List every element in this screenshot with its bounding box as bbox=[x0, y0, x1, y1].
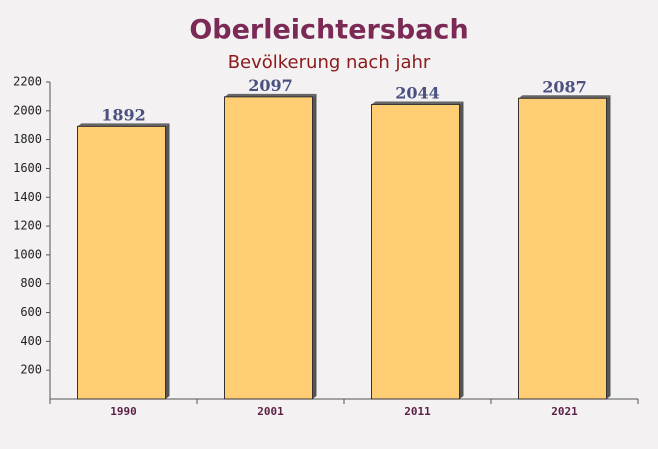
bar-shadow bbox=[518, 95, 611, 99]
chart-subtitle: Bevölkerung nach jahr bbox=[228, 52, 431, 73]
bar bbox=[77, 125, 166, 400]
y-tick-label: 1000 bbox=[13, 247, 42, 261]
y-tick-label: 1600 bbox=[13, 161, 42, 175]
x-tick-label: 1990 bbox=[110, 405, 137, 418]
value-label: 2097 bbox=[248, 76, 293, 95]
x-tick-label: 2011 bbox=[404, 405, 431, 418]
y-tick-label: 1200 bbox=[13, 219, 42, 233]
chart-title: Oberleichtersbach bbox=[189, 15, 468, 46]
value-label: 1892 bbox=[101, 105, 146, 124]
bar bbox=[518, 97, 607, 400]
bar-shadow bbox=[224, 93, 317, 97]
y-tick-label: 200 bbox=[20, 363, 42, 377]
bar bbox=[371, 103, 460, 400]
bar-shadow bbox=[371, 101, 464, 105]
y-tick-label: 400 bbox=[20, 334, 42, 348]
y-tick-label: 600 bbox=[20, 305, 42, 319]
y-tick-label: 1800 bbox=[13, 132, 42, 146]
bar-shadow bbox=[312, 93, 317, 399]
y-tick-label: 2200 bbox=[13, 75, 42, 89]
x-tick-label: 2021 bbox=[551, 405, 578, 418]
bar-shadow bbox=[459, 101, 464, 399]
x-tick-label: 2001 bbox=[257, 405, 284, 418]
bar bbox=[224, 96, 313, 400]
y-tick-label: 800 bbox=[20, 276, 42, 290]
bar-shadow bbox=[77, 123, 170, 127]
bar-shadow bbox=[165, 123, 170, 399]
bar-shadow bbox=[606, 95, 611, 399]
y-tick-label: 1400 bbox=[13, 190, 42, 204]
value-label: 2044 bbox=[395, 83, 440, 102]
y-tick-label: 2000 bbox=[13, 103, 42, 117]
value-label: 2087 bbox=[542, 77, 587, 96]
